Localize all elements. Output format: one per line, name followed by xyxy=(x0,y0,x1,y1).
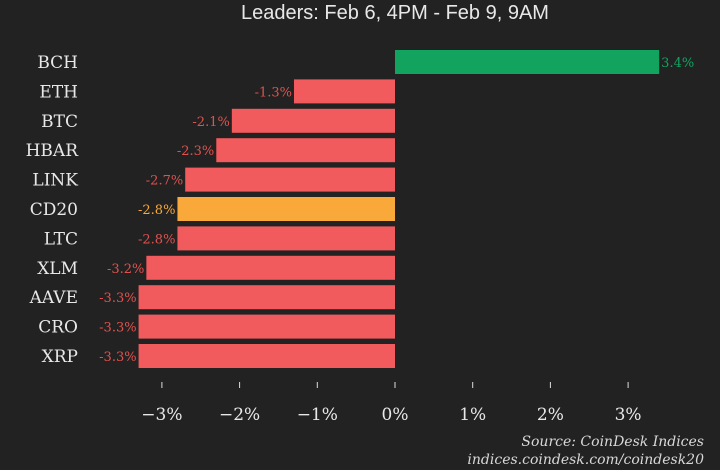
x-tick-label: 1% xyxy=(459,405,486,425)
bar-eth xyxy=(293,79,395,104)
category-label: XRP xyxy=(42,347,78,367)
x-tick-label: −2% xyxy=(219,405,260,425)
data-label: -2.7% xyxy=(146,174,183,189)
x-tick-label: 0% xyxy=(382,405,409,425)
x-tick-label: 3% xyxy=(615,405,642,425)
source-url: indices.coindesk.com/coindesk20 xyxy=(467,452,704,468)
data-label: 3.4% xyxy=(661,56,694,71)
source-note: Source: CoinDesk Indices xyxy=(521,434,704,450)
x-tick-label: −3% xyxy=(141,405,182,425)
data-label: -2.8% xyxy=(138,203,175,218)
data-label: -2.3% xyxy=(177,144,214,159)
category-label: CRO xyxy=(38,318,78,338)
bar-btc xyxy=(231,108,395,133)
category-label: CD20 xyxy=(30,200,78,220)
chart-title: Leaders: Feb 6, 4PM - Feb 9, 9AM xyxy=(241,2,549,24)
category-label: ETH xyxy=(39,82,78,102)
category-label: LINK xyxy=(32,171,78,191)
category-label: HBAR xyxy=(26,141,80,161)
data-label: -3.3% xyxy=(99,321,136,336)
bar-link xyxy=(185,167,395,192)
data-label: -3.2% xyxy=(107,262,144,277)
x-tick-label: −1% xyxy=(297,405,338,425)
data-label: -2.8% xyxy=(138,232,175,247)
bar-ltc xyxy=(177,226,395,251)
x-tick-label: 2% xyxy=(537,405,564,425)
category-label: BCH xyxy=(37,53,78,73)
category-label: XLM xyxy=(37,259,78,279)
data-label: -1.3% xyxy=(255,85,292,100)
bar-aave xyxy=(138,285,395,310)
category-label: BTC xyxy=(41,112,78,132)
data-label: -2.1% xyxy=(192,115,229,130)
bar-xlm xyxy=(146,255,395,280)
bar-hbar xyxy=(216,138,395,163)
bar-bch xyxy=(395,50,660,74)
category-label: LTC xyxy=(44,229,78,249)
data-label: -3.3% xyxy=(99,291,136,306)
category-label: AAVE xyxy=(29,288,78,308)
bar-cro xyxy=(138,314,395,339)
data-label: -3.3% xyxy=(99,350,136,365)
bar-xrp xyxy=(138,344,395,368)
bar-cd20 xyxy=(177,197,395,221)
